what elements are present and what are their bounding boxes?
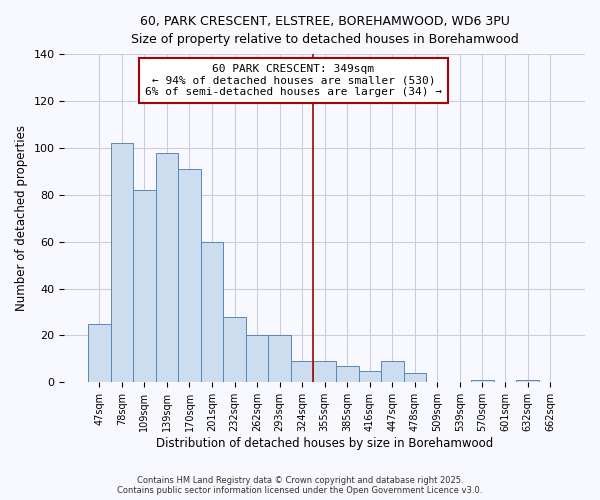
- Bar: [516, 380, 539, 382]
- Bar: [155, 152, 178, 382]
- Title: 60, PARK CRESCENT, ELSTREE, BOREHAMWOOD, WD6 3PU
Size of property relative to de: 60, PARK CRESCENT, ELSTREE, BOREHAMWOOD,…: [131, 15, 518, 46]
- Bar: [110, 143, 133, 382]
- Bar: [246, 336, 268, 382]
- Bar: [223, 316, 246, 382]
- Bar: [359, 370, 381, 382]
- Bar: [178, 169, 201, 382]
- Y-axis label: Number of detached properties: Number of detached properties: [15, 125, 28, 311]
- Bar: [381, 361, 404, 382]
- Bar: [201, 242, 223, 382]
- X-axis label: Distribution of detached houses by size in Borehamwood: Distribution of detached houses by size …: [156, 437, 493, 450]
- Bar: [291, 361, 313, 382]
- Bar: [133, 190, 155, 382]
- Bar: [404, 373, 426, 382]
- Bar: [471, 380, 494, 382]
- Bar: [336, 366, 359, 382]
- Bar: [313, 361, 336, 382]
- Text: Contains HM Land Registry data © Crown copyright and database right 2025.
Contai: Contains HM Land Registry data © Crown c…: [118, 476, 482, 495]
- Bar: [88, 324, 110, 382]
- Text: 60 PARK CRESCENT: 349sqm
← 94% of detached houses are smaller (530)
6% of semi-d: 60 PARK CRESCENT: 349sqm ← 94% of detach…: [145, 64, 442, 97]
- Bar: [268, 336, 291, 382]
